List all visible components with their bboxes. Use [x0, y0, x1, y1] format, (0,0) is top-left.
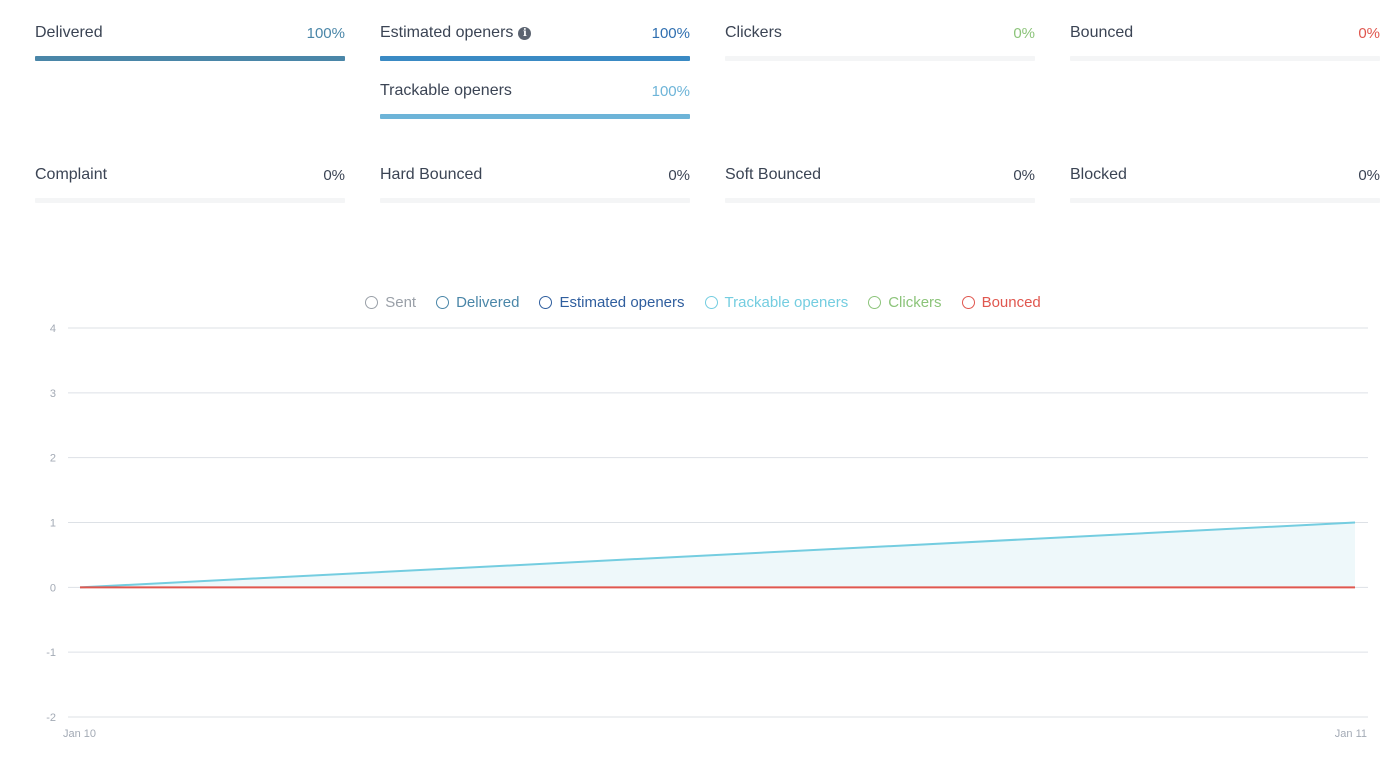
legend-circle-icon	[539, 296, 553, 309]
stat-complaint: Complaint 0%	[35, 164, 345, 203]
series-lines	[79, 521, 1356, 589]
legend-label: Estimated openers	[559, 294, 685, 311]
stat-label: Complaint	[35, 166, 108, 183]
y-tick-label: 1	[50, 518, 56, 530]
stat-label: Clickers	[725, 24, 782, 41]
stat-delivered: Delivered 100%	[35, 22, 345, 61]
legend-label: Sent	[385, 294, 417, 311]
stat-estimated-openers: Estimated openers i 100%	[380, 22, 690, 61]
progress-track	[35, 56, 345, 61]
stat-clickers: Clickers 0%	[725, 22, 1035, 61]
stat-percent: 0%	[323, 166, 345, 184]
x-axis-ticks: Jan 10 Jan 11	[63, 728, 1367, 740]
chart-legend: Sent Delivered Estimated openers Trackab…	[0, 294, 1400, 311]
progress-fill	[380, 56, 690, 61]
legend-item-trackable-openers[interactable]: Trackable openers	[704, 294, 849, 311]
stat-label: Hard Bounced	[380, 166, 483, 183]
series-line	[79, 521, 1356, 589]
y-tick-label: 4	[50, 323, 56, 335]
stat-percent: 100%	[651, 82, 690, 100]
legend-item-bounced[interactable]: Bounced	[961, 294, 1041, 311]
stat-label: Delivered	[35, 24, 103, 41]
y-tick-label: 2	[50, 453, 56, 465]
progress-track	[35, 198, 345, 203]
stat-trackable-openers: Trackable openers 100%	[380, 80, 690, 119]
legend-label: Clickers	[888, 294, 942, 311]
y-axis-ticks: 4 3 2 1 0 -1 -2	[46, 323, 56, 724]
stat-percent: 0%	[1013, 166, 1035, 184]
grid-lines	[68, 327, 1368, 718]
x-tick-label: Jan 10	[63, 728, 96, 740]
y-tick-label: -1	[46, 647, 56, 659]
progress-track	[380, 114, 690, 119]
stat-label: Trackable openers	[380, 82, 512, 99]
legend-label: Bounced	[981, 294, 1041, 311]
stat-percent: 0%	[668, 166, 690, 184]
legend-item-sent[interactable]: Sent	[365, 294, 416, 311]
legend-circle-icon	[704, 296, 718, 309]
stat-label: Bounced	[1070, 24, 1134, 41]
stat-label-wrap: Estimated openers i	[380, 24, 532, 42]
legend-label: Delivered	[456, 294, 520, 311]
stat-label: Soft Bounced	[725, 166, 822, 183]
stat-percent: 0%	[1358, 166, 1380, 184]
info-circle-icon[interactable]: i	[518, 26, 532, 40]
stat-percent: 0%	[1013, 24, 1035, 42]
progress-fill	[35, 56, 345, 61]
progress-track	[725, 56, 1035, 61]
stat-percent: 100%	[306, 24, 345, 42]
progress-fill	[380, 114, 690, 119]
stat-hard-bounced: Hard Bounced 0%	[380, 164, 690, 203]
legend-item-clickers[interactable]: Clickers	[868, 294, 942, 311]
y-tick-label: 0	[50, 582, 56, 594]
x-tick-label: Jan 11	[1335, 728, 1367, 740]
progress-track	[380, 56, 690, 61]
y-tick-label: -2	[46, 712, 56, 724]
stat-label: Blocked	[1070, 166, 1127, 183]
progress-track	[380, 198, 690, 203]
legend-circle-icon	[961, 296, 975, 309]
progress-track	[1070, 56, 1380, 61]
y-tick-label: 3	[50, 388, 56, 400]
progress-track	[725, 198, 1035, 203]
legend-circle-icon	[868, 296, 882, 309]
legend-label: Trackable openers	[724, 294, 849, 311]
stat-bounced: Bounced 0%	[1070, 22, 1380, 61]
legend-item-estimated-openers[interactable]: Estimated openers	[539, 294, 685, 311]
stat-percent: 0%	[1358, 24, 1380, 42]
stat-blocked: Blocked 0%	[1070, 164, 1380, 203]
stat-label: Estimated openers	[380, 24, 514, 41]
legend-item-delivered[interactable]: Delivered	[436, 294, 519, 311]
legend-circle-icon	[436, 296, 450, 309]
legend-circle-icon	[365, 296, 379, 309]
stat-soft-bounced: Soft Bounced 0%	[725, 164, 1035, 203]
stat-percent: 100%	[651, 24, 690, 42]
progress-track	[1070, 198, 1380, 203]
